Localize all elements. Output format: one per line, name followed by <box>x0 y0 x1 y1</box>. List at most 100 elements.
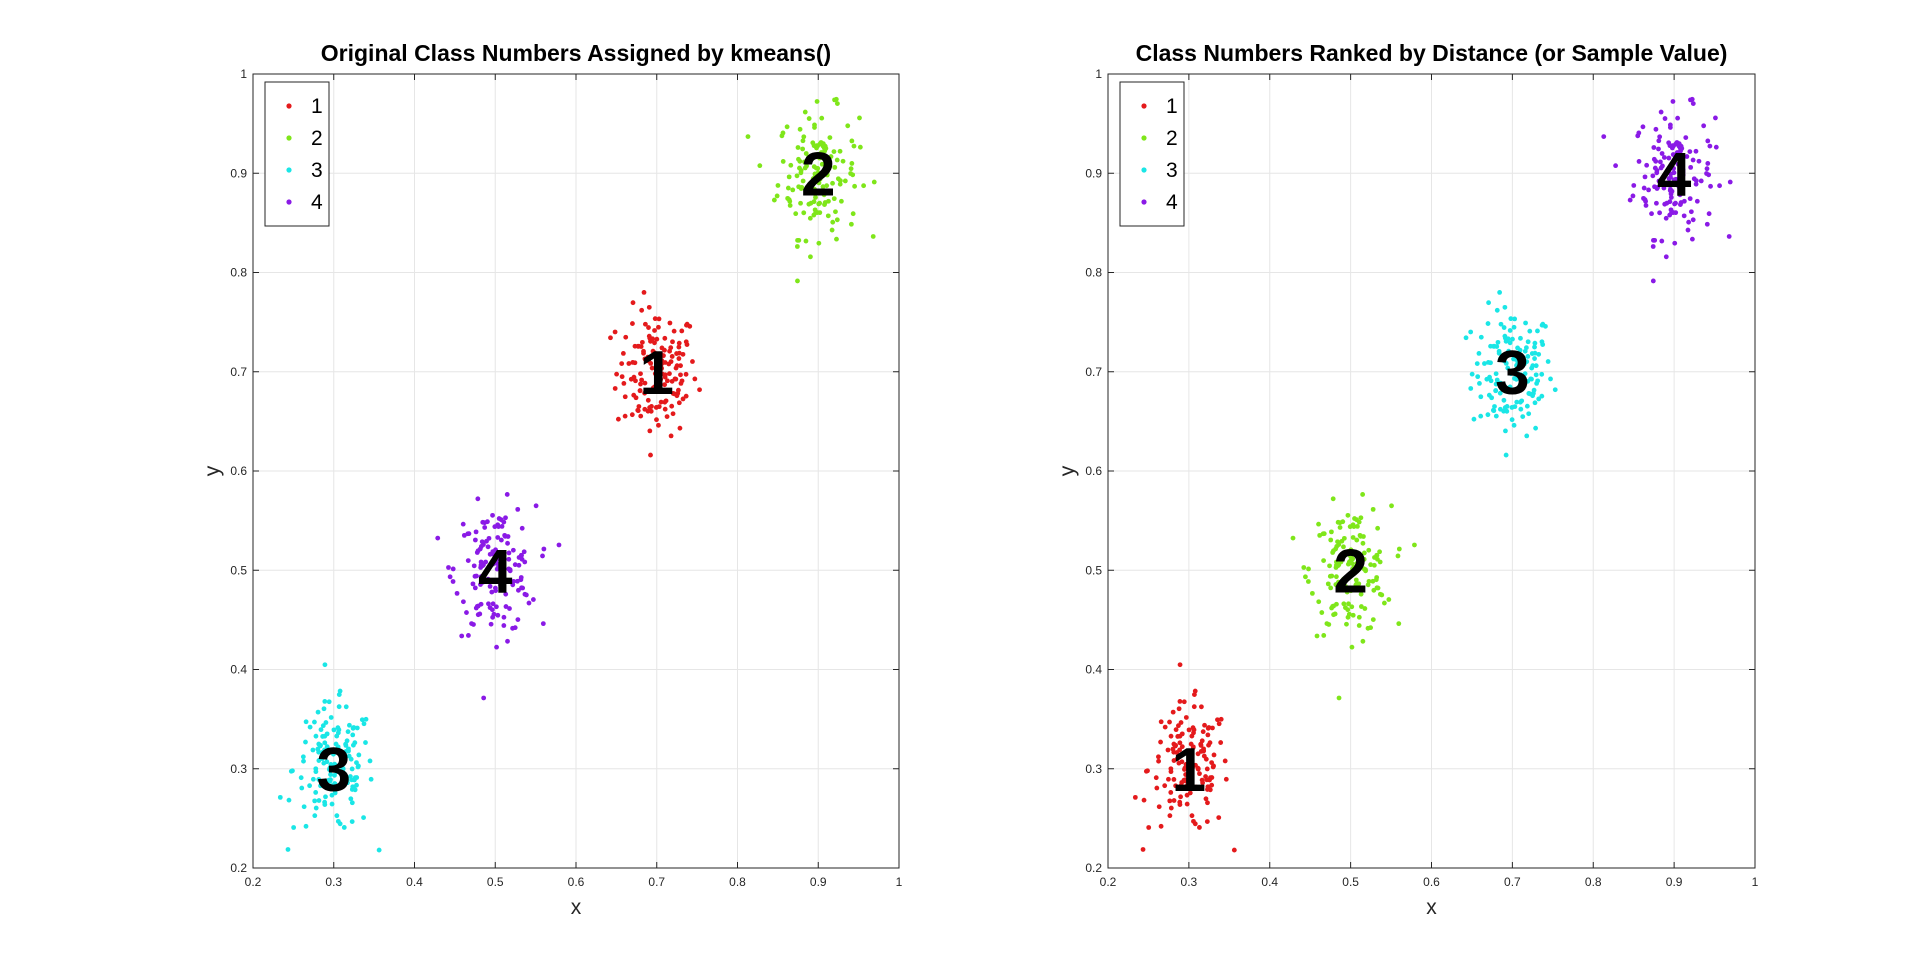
data-point <box>1696 158 1702 164</box>
data-point <box>1507 350 1513 356</box>
data-point <box>516 562 522 568</box>
data-point <box>1174 750 1180 755</box>
data-point <box>1524 403 1530 409</box>
data-point <box>1526 391 1532 396</box>
data-point <box>1355 523 1360 529</box>
data-point <box>1361 556 1367 562</box>
data-point <box>1203 796 1209 802</box>
data-point <box>1199 777 1205 783</box>
data-point <box>806 116 812 121</box>
data-point <box>824 172 830 178</box>
y-tick-label: 0.5 <box>230 563 247 577</box>
data-point <box>636 404 642 409</box>
data-point <box>1507 340 1513 346</box>
y-tick-label: 0.6 <box>1085 464 1102 478</box>
data-point <box>477 611 483 617</box>
data-point <box>1301 565 1307 570</box>
data-point <box>646 358 652 364</box>
data-point <box>507 567 513 573</box>
data-point <box>1686 219 1692 225</box>
data-point <box>324 731 330 737</box>
data-point <box>1504 408 1510 414</box>
data-point <box>541 546 547 552</box>
data-point <box>1354 586 1359 592</box>
data-point <box>1498 356 1503 362</box>
data-point <box>619 374 625 380</box>
data-point <box>1704 171 1709 176</box>
data-point <box>1545 359 1551 364</box>
data-point <box>620 351 626 356</box>
data-point <box>322 802 328 807</box>
data-point <box>1705 138 1711 144</box>
data-point <box>800 146 806 152</box>
data-point <box>668 345 674 351</box>
data-point <box>484 538 489 544</box>
data-point <box>810 140 816 146</box>
data-point <box>328 777 333 783</box>
data-point <box>1667 212 1673 218</box>
data-point <box>1687 149 1693 155</box>
x-tick-label: 0.5 <box>487 875 504 889</box>
data-point <box>1210 725 1215 731</box>
data-point <box>808 254 813 260</box>
data-point <box>522 591 528 597</box>
data-point <box>1199 738 1205 744</box>
data-point <box>495 535 501 540</box>
data-point <box>286 797 292 803</box>
data-point <box>1201 746 1206 752</box>
y-tick-label: 0.9 <box>230 166 247 180</box>
data-point <box>1512 316 1518 322</box>
data-point <box>1347 524 1353 530</box>
data-point <box>277 794 283 800</box>
data-point <box>485 544 491 550</box>
data-point <box>1713 144 1719 150</box>
data-point <box>510 547 516 553</box>
data-point <box>1325 581 1331 587</box>
data-point <box>1503 428 1508 434</box>
data-point <box>1655 185 1661 190</box>
data-point <box>1477 381 1482 386</box>
data-point <box>1496 350 1502 356</box>
legend: 1 2 3 4 <box>264 81 330 227</box>
data-point <box>654 417 659 423</box>
data-point <box>676 350 682 356</box>
legend-label-3: 3 <box>1166 159 1178 182</box>
data-point <box>786 174 792 180</box>
data-point <box>1132 794 1138 800</box>
data-point <box>656 422 661 428</box>
data-point <box>1153 775 1159 781</box>
data-point <box>533 503 539 509</box>
data-point <box>1525 339 1531 345</box>
data-point <box>473 529 479 535</box>
data-point <box>1497 390 1503 396</box>
data-point <box>505 638 510 644</box>
data-point <box>485 519 490 525</box>
data-point <box>516 587 521 593</box>
data-point <box>798 170 804 176</box>
data-point <box>1493 413 1499 419</box>
data-point <box>1552 387 1558 393</box>
data-point <box>669 354 675 359</box>
data-point <box>1168 805 1174 811</box>
data-point <box>1690 157 1696 163</box>
legend-marker-2 <box>286 135 292 141</box>
data-point <box>851 143 857 149</box>
data-point <box>1532 400 1538 406</box>
data-point <box>315 746 321 752</box>
data-point <box>298 775 304 781</box>
data-point <box>1646 187 1651 193</box>
data-point <box>621 381 627 386</box>
data-point <box>1334 559 1339 565</box>
data-point <box>680 396 686 402</box>
data-point <box>831 149 837 155</box>
data-point <box>1524 359 1530 365</box>
axes-box <box>252 73 900 869</box>
data-point <box>638 413 644 419</box>
data-point <box>1309 590 1315 596</box>
data-point <box>1331 548 1336 554</box>
data-point <box>489 589 495 595</box>
data-point <box>1187 781 1193 786</box>
data-point <box>1171 741 1177 747</box>
data-point <box>512 562 518 568</box>
data-point <box>495 612 501 618</box>
